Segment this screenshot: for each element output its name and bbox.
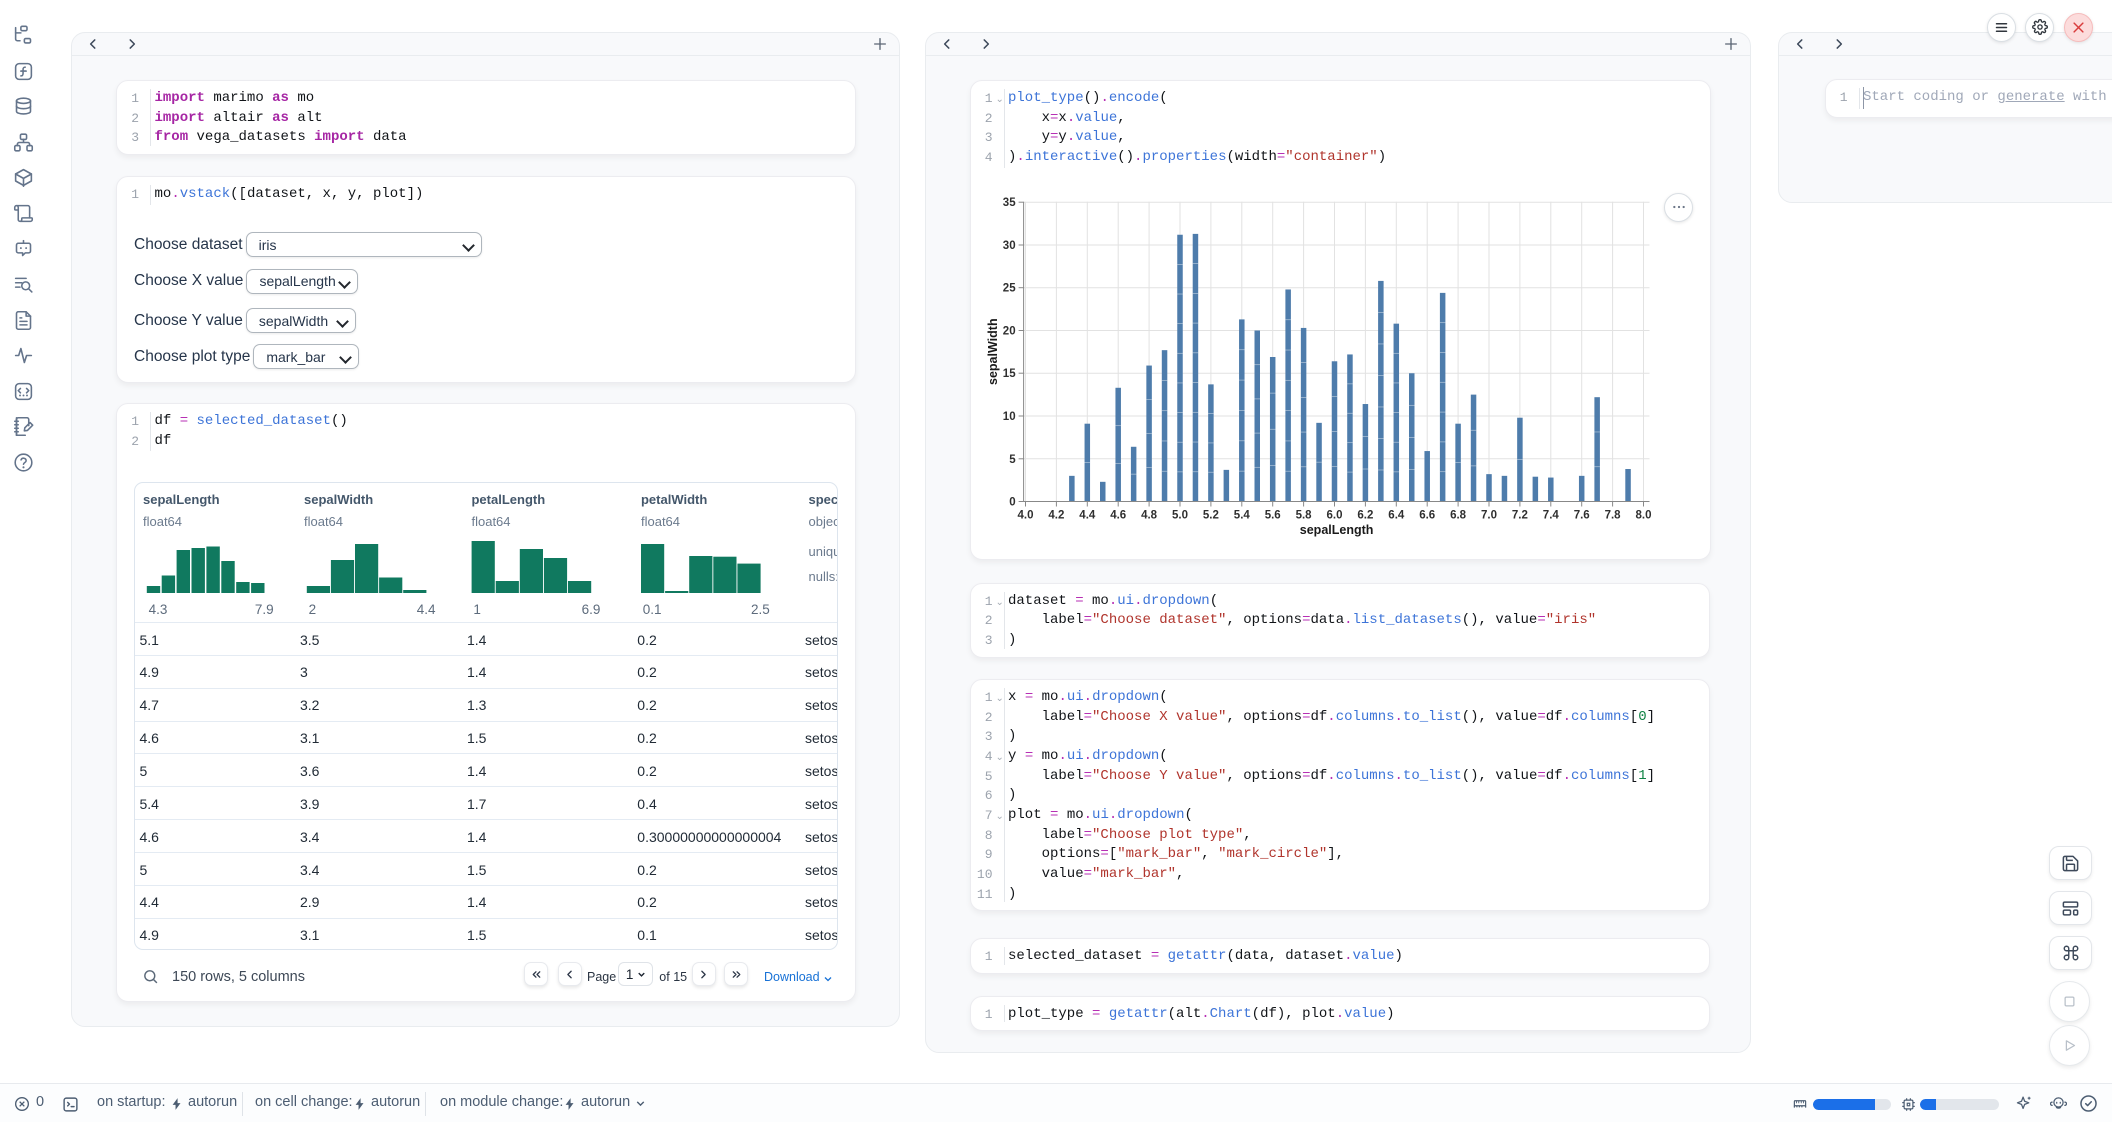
svg-text:35: 35 xyxy=(1002,197,1015,209)
svg-text:7.0: 7.0 xyxy=(1481,510,1497,522)
svg-text:5.8: 5.8 xyxy=(1295,510,1312,522)
svg-text:7.4: 7.4 xyxy=(1542,510,1559,522)
svg-text:4.6: 4.6 xyxy=(1110,510,1126,522)
svg-text:4.2: 4.2 xyxy=(1048,510,1064,522)
svg-text:6.6: 6.6 xyxy=(1419,510,1435,522)
svg-text:sepalLength: sepalLength xyxy=(1299,523,1373,537)
svg-text:7.2: 7.2 xyxy=(1511,510,1527,522)
svg-text:15: 15 xyxy=(1002,368,1015,380)
svg-text:6.8: 6.8 xyxy=(1450,510,1467,522)
svg-text:7.6: 7.6 xyxy=(1573,510,1589,522)
svg-text:4.0: 4.0 xyxy=(1017,510,1033,522)
svg-text:10: 10 xyxy=(1002,411,1015,423)
svg-text:6.2: 6.2 xyxy=(1357,510,1373,522)
svg-text:6.4: 6.4 xyxy=(1388,510,1405,522)
svg-text:5.0: 5.0 xyxy=(1172,510,1188,522)
svg-text:4.4: 4.4 xyxy=(1079,510,1096,522)
svg-text:4.8: 4.8 xyxy=(1141,510,1158,522)
svg-text:5.4: 5.4 xyxy=(1233,510,1250,522)
svg-text:20: 20 xyxy=(1002,326,1015,338)
svg-text:5: 5 xyxy=(1009,454,1016,466)
svg-text:5.6: 5.6 xyxy=(1264,510,1280,522)
svg-text:0: 0 xyxy=(1009,497,1015,509)
svg-text:30: 30 xyxy=(1002,240,1015,252)
svg-text:25: 25 xyxy=(1002,283,1015,295)
svg-text:sepalWidth: sepalWidth xyxy=(986,318,1000,385)
svg-text:5.2: 5.2 xyxy=(1202,510,1218,522)
svg-text:8.0: 8.0 xyxy=(1635,510,1651,522)
svg-text:6.0: 6.0 xyxy=(1326,510,1342,522)
svg-text:7.8: 7.8 xyxy=(1604,510,1621,522)
